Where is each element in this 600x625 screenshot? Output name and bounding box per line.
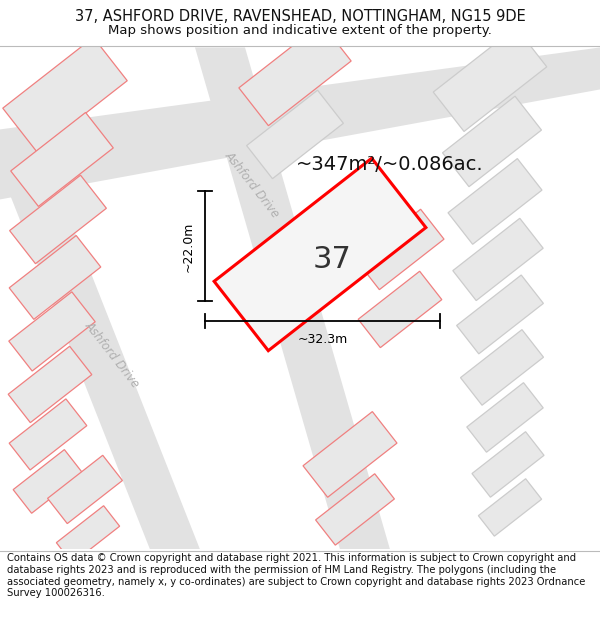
Polygon shape: [47, 455, 122, 524]
Polygon shape: [11, 112, 113, 206]
Polygon shape: [8, 346, 92, 423]
Polygon shape: [453, 218, 543, 301]
Text: ~347m²/~0.086ac.: ~347m²/~0.086ac.: [296, 155, 484, 174]
Polygon shape: [316, 474, 394, 545]
Text: ~32.3m: ~32.3m: [298, 334, 347, 346]
Text: Map shows position and indicative extent of the property.: Map shows position and indicative extent…: [108, 24, 492, 38]
Polygon shape: [9, 236, 101, 319]
Polygon shape: [9, 399, 87, 470]
Text: 37, ASHFORD DRIVE, RAVENSHEAD, NOTTINGHAM, NG15 9DE: 37, ASHFORD DRIVE, RAVENSHEAD, NOTTINGHA…: [74, 9, 526, 24]
Polygon shape: [239, 23, 351, 126]
Polygon shape: [13, 449, 83, 513]
Polygon shape: [9, 292, 95, 371]
Polygon shape: [3, 38, 127, 151]
Text: ~22.0m: ~22.0m: [182, 221, 195, 272]
Polygon shape: [0, 48, 600, 199]
Polygon shape: [247, 90, 343, 179]
Polygon shape: [478, 479, 542, 536]
Polygon shape: [457, 275, 544, 354]
Polygon shape: [467, 382, 543, 452]
Text: Ashford Drive: Ashford Drive: [82, 319, 142, 390]
Polygon shape: [214, 158, 426, 351]
Polygon shape: [433, 28, 547, 131]
Text: 37: 37: [313, 245, 352, 274]
Polygon shape: [448, 159, 542, 244]
Polygon shape: [56, 506, 119, 563]
Polygon shape: [10, 175, 106, 264]
Polygon shape: [358, 271, 442, 348]
Polygon shape: [460, 329, 544, 405]
Polygon shape: [472, 432, 544, 498]
Text: Ashford Drive: Ashford Drive: [222, 149, 282, 220]
Text: Contains OS data © Crown copyright and database right 2021. This information is : Contains OS data © Crown copyright and d…: [7, 554, 586, 598]
Polygon shape: [443, 96, 541, 187]
Polygon shape: [356, 209, 444, 289]
Polygon shape: [195, 48, 390, 549]
Polygon shape: [0, 169, 200, 549]
Polygon shape: [303, 412, 397, 498]
